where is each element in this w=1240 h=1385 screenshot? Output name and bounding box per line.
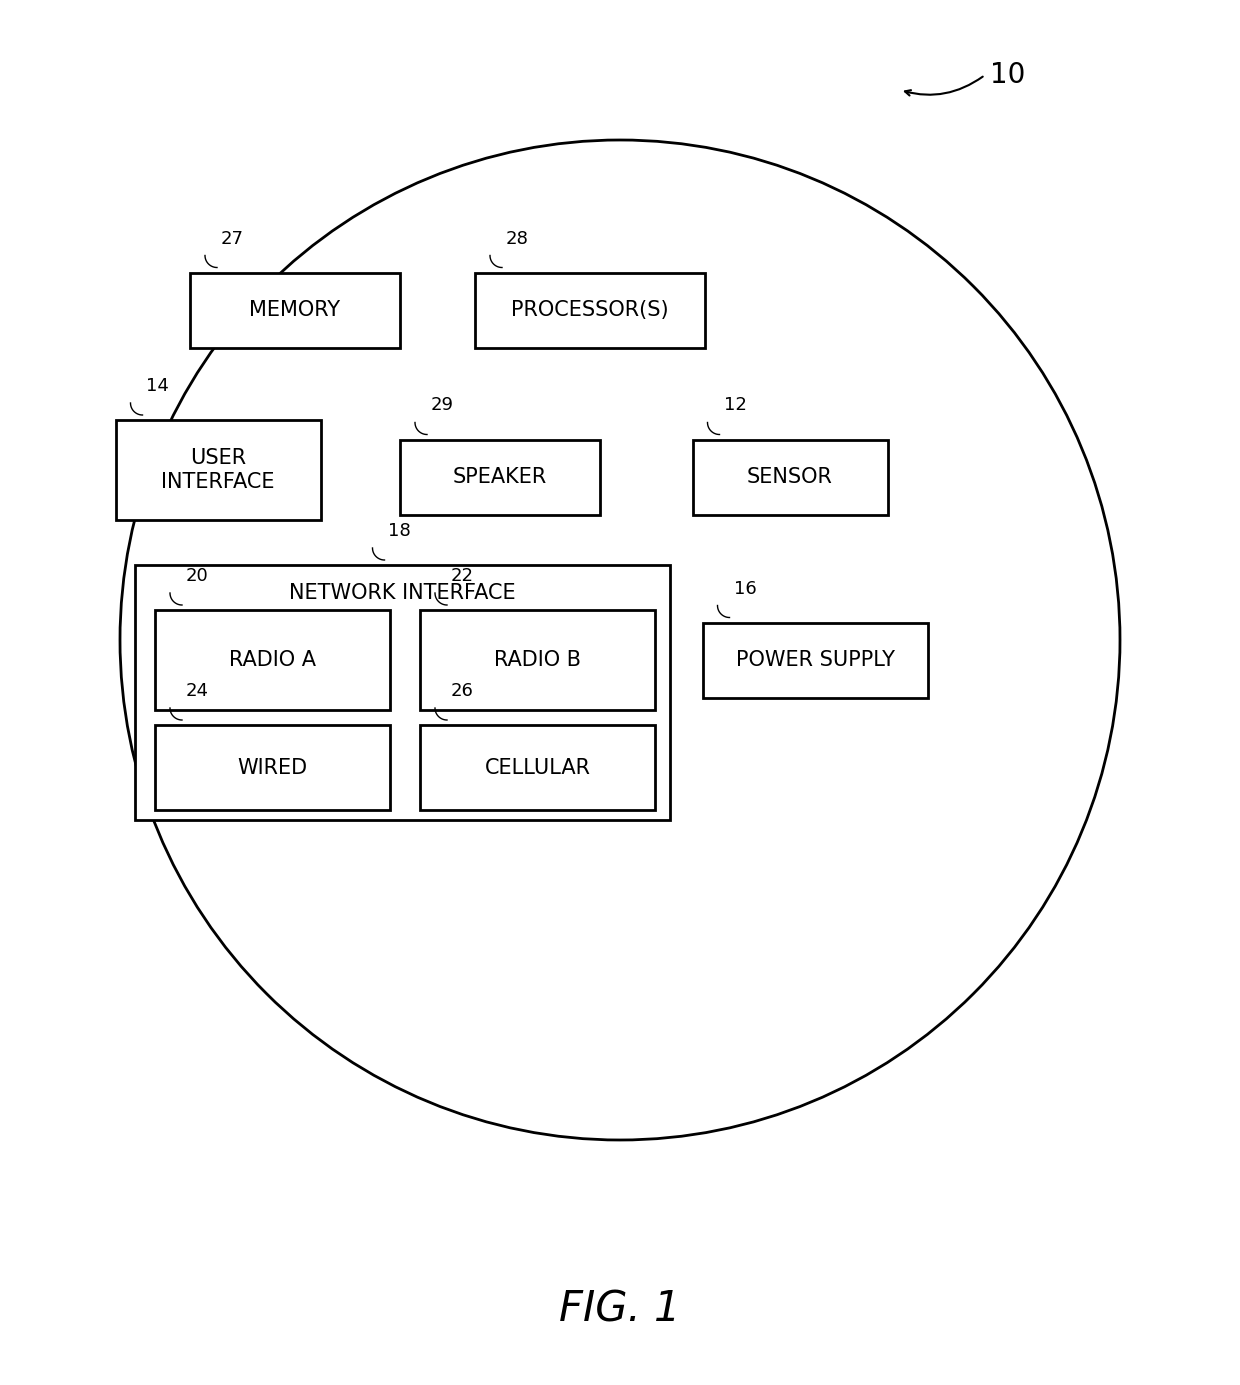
Text: 18: 18 [388, 522, 412, 540]
Text: 29: 29 [432, 396, 454, 414]
Text: 27: 27 [221, 230, 244, 248]
Text: 22: 22 [451, 566, 474, 584]
Bar [420, 609, 655, 711]
Bar [475, 273, 706, 348]
Text: 14: 14 [146, 377, 170, 395]
Text: CELLULAR: CELLULAR [485, 758, 590, 777]
Text: 26: 26 [451, 681, 474, 699]
Text: 24: 24 [186, 681, 210, 699]
Text: 16: 16 [734, 579, 756, 597]
Text: SPEAKER: SPEAKER [453, 467, 547, 488]
Text: FIG. 1: FIG. 1 [559, 1289, 681, 1331]
Bar [190, 273, 401, 348]
Text: RADIO B: RADIO B [494, 650, 582, 670]
Text: 28: 28 [506, 230, 529, 248]
Bar [401, 439, 600, 514]
Text: MEMORY: MEMORY [249, 301, 341, 320]
Text: SENSOR: SENSOR [746, 467, 833, 488]
Text: PROCESSOR(S): PROCESSOR(S) [511, 301, 668, 320]
Bar [115, 420, 320, 519]
Bar [155, 724, 391, 810]
Text: NETWORK INTERFACE: NETWORK INTERFACE [289, 583, 516, 602]
Text: 20: 20 [186, 566, 208, 584]
Text: USER
INTERFACE: USER INTERFACE [161, 449, 275, 492]
Text: WIRED: WIRED [237, 758, 308, 777]
Bar [420, 724, 655, 810]
Bar [703, 622, 928, 698]
Bar [692, 439, 888, 514]
Text: 10: 10 [990, 61, 1025, 89]
Bar [155, 609, 391, 711]
Text: 12: 12 [723, 396, 746, 414]
Text: RADIO A: RADIO A [229, 650, 316, 670]
Bar [135, 565, 670, 820]
Text: POWER SUPPLY: POWER SUPPLY [735, 650, 894, 670]
